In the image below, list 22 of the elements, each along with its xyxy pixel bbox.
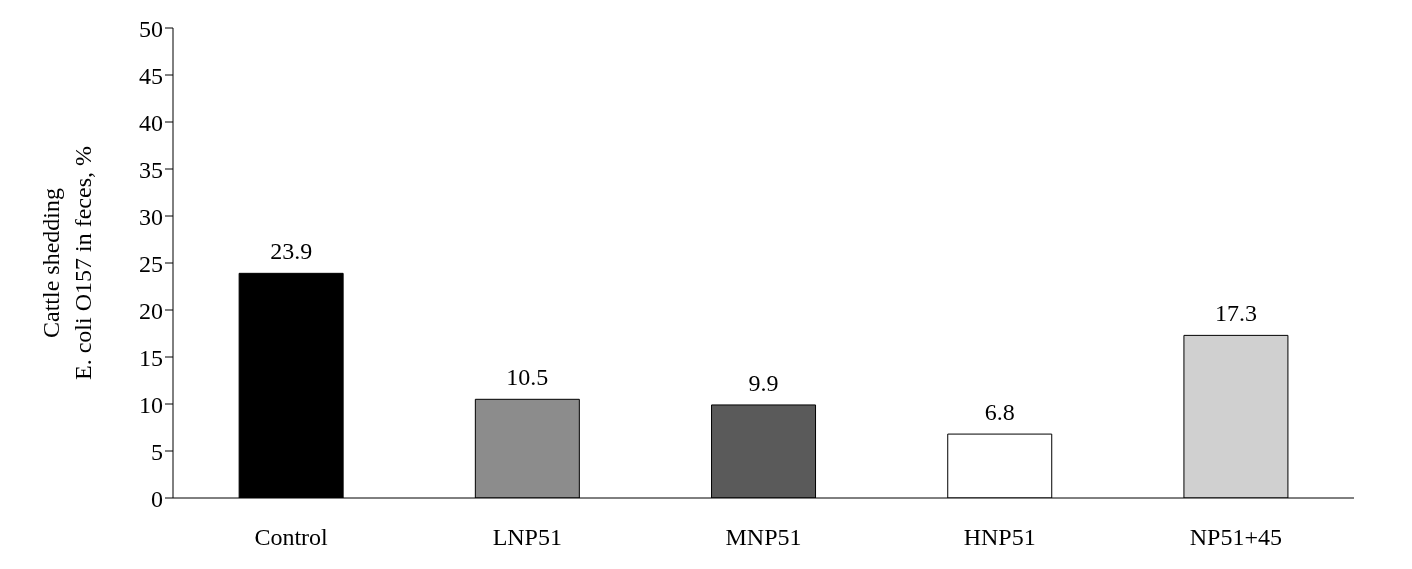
y-tick-label: 0 bbox=[151, 485, 163, 512]
data-label: 9.9 bbox=[748, 369, 779, 396]
y-tick-label: 5 bbox=[151, 438, 163, 465]
y-tick-label: 20 bbox=[139, 297, 163, 324]
y-tick-label: 10 bbox=[139, 391, 163, 418]
x-tick-label: Control bbox=[254, 524, 329, 551]
y-tick-label: 50 bbox=[139, 15, 163, 42]
x-tick-label: MNP51 bbox=[725, 524, 802, 551]
y-axis-title: Cattle shedding E. coli O157 in feces, % bbox=[38, 146, 96, 380]
data-label: 23.9 bbox=[270, 238, 313, 265]
y-tick-label: 25 bbox=[139, 250, 163, 277]
y-tick-label: 45 bbox=[139, 62, 163, 89]
x-tick-label: LNP51 bbox=[492, 524, 562, 551]
x-tick-label: HNP51 bbox=[963, 524, 1036, 551]
data-label: 10.5 bbox=[506, 364, 549, 391]
x-tick-label: NP51+45 bbox=[1189, 524, 1283, 551]
y-tick-label: 40 bbox=[139, 109, 163, 136]
y-tick-label: 35 bbox=[139, 156, 163, 183]
data-label: 17.3 bbox=[1214, 300, 1257, 327]
data-label: 6.8 bbox=[984, 399, 1015, 426]
y-tick-label: 15 bbox=[139, 344, 163, 371]
y-tick-label: 30 bbox=[139, 203, 163, 230]
